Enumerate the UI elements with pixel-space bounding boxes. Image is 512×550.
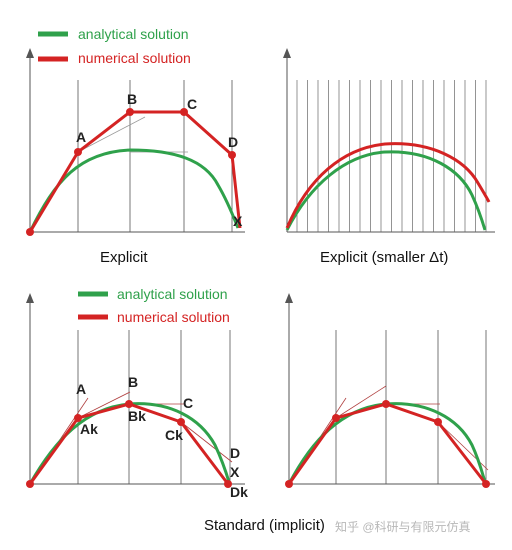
panel-explicit: A B C D X analytical solution numerical … [26,26,245,266]
numerical-point [228,151,236,159]
fine-step-lines [296,80,487,232]
numerical-point [74,148,82,156]
numerical-point [26,228,34,236]
tangent-line [77,391,131,419]
panel-explicit-smaller-dt: Explicit (smaller Δt) [283,48,495,266]
legend-numerical-label: numerical solution [78,50,191,66]
label-c: C [183,395,193,411]
y-axis-arrow [26,293,34,303]
caption-standard: Standard (implicit) [204,517,325,534]
label-b: B [127,91,137,107]
panel-standard-implicit: A B C D X Ak Bk Ck Dk analytical solutio… [26,286,325,534]
numerical-point [382,400,390,408]
label-dk: Dk [230,484,248,500]
numerical-point [482,480,490,488]
legend-numerical-label: numerical solution [117,309,230,325]
label-d: D [230,445,240,461]
numerical-point [180,108,188,116]
numerical-point [285,480,293,488]
numerical-point [26,480,34,488]
numerical-point [434,418,442,426]
numerical-polyline [287,402,488,485]
tangent-line [77,116,146,153]
tangent-line [335,385,387,419]
numerical-curve [285,142,491,229]
numerical-point [74,414,82,422]
label-a: A [76,129,86,145]
analytical-curve [28,148,240,233]
caption-explicit-smaller: Explicit (smaller Δt) [320,249,448,266]
label-x: X [233,213,243,229]
label-ak: Ak [80,421,98,437]
caption-explicit: Explicit [100,249,148,266]
label-x: X [230,464,240,480]
label-d: D [228,134,238,150]
label-c: C [187,96,197,112]
watermark: 知乎 @科研与有限元仿真 [335,520,471,534]
legend-analytical-label: analytical solution [78,26,189,42]
numerical-point [224,480,232,488]
y-axis-arrow [285,293,293,303]
label-ck: Ck [165,427,183,443]
label-a: A [76,381,86,397]
y-axis-arrow [26,48,34,58]
label-bk: Bk [128,408,146,424]
tangent-line [180,421,233,463]
legend-analytical-label: analytical solution [117,286,228,302]
label-b: B [128,374,138,390]
panel-implicit-detail [285,293,495,488]
numerical-point [177,418,185,426]
numerical-point [125,400,133,408]
numerical-polyline [28,110,242,233]
y-axis-arrow [283,48,291,58]
numerical-point [332,414,340,422]
numerical-point [126,108,134,116]
analytical-curve [285,150,487,231]
